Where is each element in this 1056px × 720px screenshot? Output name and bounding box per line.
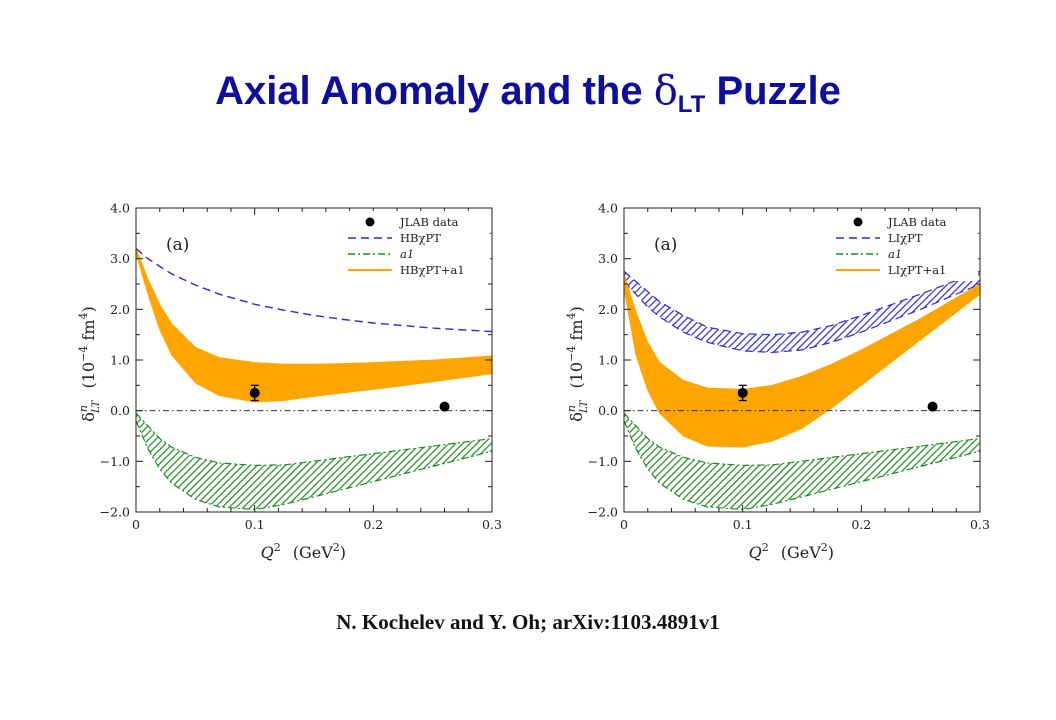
y-tick-label: 2.0 bbox=[110, 302, 130, 317]
legend-label: JLAB data bbox=[887, 215, 946, 229]
y-tick-label: 1.0 bbox=[110, 353, 130, 368]
x-axis-label-unit-sup: 2 bbox=[333, 541, 340, 554]
y-axis-label-unit-fm: fm bbox=[79, 320, 98, 346]
series-band-total bbox=[624, 273, 980, 448]
x-axis-label-unit-sup: 2 bbox=[821, 541, 828, 554]
data-point-1 bbox=[927, 401, 938, 412]
legend-label: HBχPT+a1 bbox=[400, 263, 465, 277]
legend-marker-data bbox=[853, 217, 863, 227]
y-tick-label: 2.0 bbox=[598, 302, 618, 317]
legend: JLAB data LIχPT a1 LIχPT+a1 bbox=[828, 211, 978, 281]
y-tick-label: 4.0 bbox=[110, 201, 130, 216]
x-tick-label: 0.1 bbox=[245, 517, 265, 532]
y-axis-label-unit: (10 bbox=[79, 362, 98, 389]
chart-right: −2.0−1.00.01.02.03.04.00 0.1 0.2 0.3Q2 (GeV2… bbox=[565, 201, 990, 563]
data-point-marker bbox=[439, 401, 450, 412]
series-band-chpt bbox=[624, 271, 980, 353]
y-axis-label-unit-sup: −4 bbox=[565, 346, 578, 362]
y-axis-label-unit-sup: 4 bbox=[565, 313, 578, 320]
legend: JLAB data HBχPT a1 HBχPT+a1 bbox=[340, 211, 490, 281]
y-tick-label: 0.0 bbox=[110, 403, 130, 418]
y-tick-label: 0.0 bbox=[598, 403, 618, 418]
y-axis-label-close: ) bbox=[567, 306, 586, 312]
y-tick-label: 3.0 bbox=[110, 251, 130, 266]
y-axis-label-sub: LT bbox=[91, 399, 102, 414]
y-tick-label: 3.0 bbox=[598, 251, 618, 266]
legend-label: a1 bbox=[888, 247, 902, 261]
y-axis-label-unit-fm: fm bbox=[567, 320, 586, 346]
y-axis-label-unit-sup: 4 bbox=[77, 313, 90, 320]
y-axis-label-sup: n bbox=[565, 405, 578, 412]
title-main: Axial Anomaly and the bbox=[215, 69, 654, 113]
y-tick-label: −1.0 bbox=[588, 454, 618, 469]
series-line-0 bbox=[136, 247, 492, 333]
x-axis-label-close: ) bbox=[340, 543, 346, 562]
x-axis-label-unit: (GeV bbox=[293, 543, 333, 562]
y-axis-label-symbol: δ bbox=[79, 412, 98, 422]
x-axis-label-sup: 2 bbox=[762, 541, 769, 554]
panel-label: (a) bbox=[166, 235, 189, 255]
y-axis-label: δnLT (10−4 fm4) bbox=[565, 306, 590, 422]
data-point-marker bbox=[927, 401, 938, 412]
y-tick-label: −2.0 bbox=[588, 505, 618, 520]
series-band-a1 bbox=[624, 413, 980, 510]
series-band-a1-upper-edge bbox=[136, 412, 492, 467]
y-tick-label: 1.0 bbox=[598, 353, 618, 368]
y-axis-label-unit: (10 bbox=[567, 362, 586, 389]
series-band-chpt-lower-edge bbox=[624, 281, 980, 354]
slide-title: Axial Anomaly and the δLT Puzzle bbox=[0, 68, 1056, 119]
y-axis-label-symbol: δ bbox=[567, 412, 586, 422]
y-tick-label: −2.0 bbox=[100, 505, 130, 520]
y-tick-label: 4.0 bbox=[598, 201, 618, 216]
data-point-marker bbox=[249, 387, 260, 398]
data-point-marker bbox=[737, 387, 748, 398]
y-tick-label: −1.0 bbox=[100, 454, 130, 469]
data-point-0 bbox=[737, 384, 748, 402]
series-band-a1 bbox=[136, 413, 492, 510]
legend-label: HBχPT bbox=[400, 231, 441, 245]
title-tail: Puzzle bbox=[705, 69, 841, 113]
title-subscript: LT bbox=[677, 91, 706, 118]
legend-label: LIχPT bbox=[888, 231, 923, 245]
series-band-total bbox=[136, 248, 492, 403]
data-point-0 bbox=[249, 384, 260, 402]
x-axis-label: Q2 (GeV2) bbox=[261, 541, 346, 562]
x-tick-label: 0.2 bbox=[363, 517, 383, 532]
x-axis-label-unit: (GeV bbox=[781, 543, 821, 562]
chart-left: −2.0−1.00.01.02.03.04.00 0.1 0.2 0.3Q2 (GeV2… bbox=[77, 201, 502, 563]
y-axis-label-sup: n bbox=[77, 405, 90, 412]
y-axis-label-close: ) bbox=[79, 306, 98, 312]
legend-marker-data bbox=[365, 217, 375, 227]
x-tick-label: 0 bbox=[620, 517, 628, 532]
x-axis-label: Q2 (GeV2) bbox=[749, 541, 834, 562]
series-band-chpt-upper-edge bbox=[624, 270, 980, 336]
y-axis-label-sub: LT bbox=[579, 399, 590, 414]
panel-label: (a) bbox=[654, 235, 677, 255]
y-axis-label: δnLT (10−4 fm4) bbox=[77, 306, 102, 422]
x-tick-label: 0.1 bbox=[733, 517, 753, 532]
x-tick-label: 0.3 bbox=[970, 517, 990, 532]
x-tick-label: 0 bbox=[132, 517, 140, 532]
title-delta-symbol: δ bbox=[653, 68, 678, 114]
citation: N. Kochelev and Y. Oh; arXiv:1103.4891v1 bbox=[336, 610, 720, 634]
x-axis-label-sup: 2 bbox=[274, 541, 281, 554]
x-axis-label-symbol: Q bbox=[261, 543, 274, 562]
x-tick-label: 0.2 bbox=[851, 517, 871, 532]
x-tick-label: 0.3 bbox=[482, 517, 502, 532]
y-axis-label-unit-sup: −4 bbox=[77, 346, 90, 362]
x-axis-label-close: ) bbox=[828, 543, 834, 562]
legend-label: JLAB data bbox=[399, 215, 458, 229]
legend-label: LIχPT+a1 bbox=[888, 263, 946, 277]
series-band-a1-upper-edge bbox=[624, 412, 980, 467]
x-axis-label-symbol: Q bbox=[749, 543, 762, 562]
data-point-1 bbox=[439, 401, 450, 412]
legend-label: a1 bbox=[400, 247, 414, 261]
